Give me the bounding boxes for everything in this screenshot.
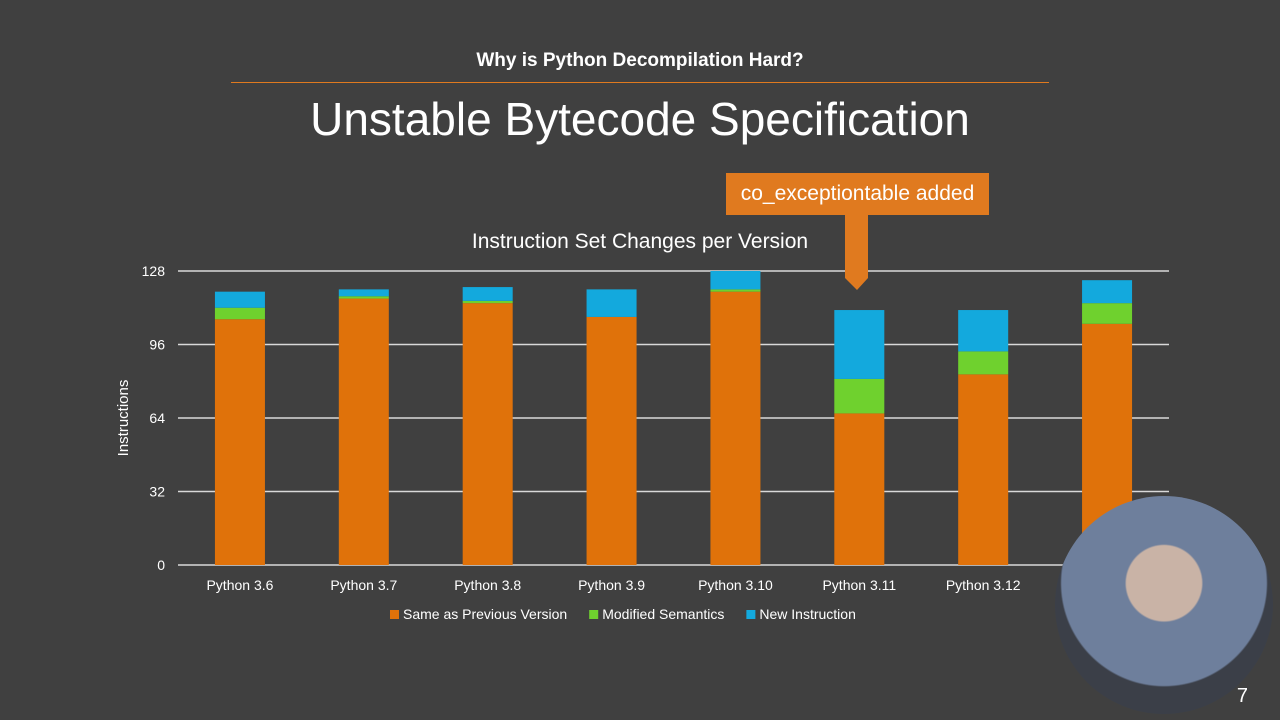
- callout-box: co_exceptiontable added: [726, 173, 989, 215]
- bar-segment: [1082, 280, 1133, 304]
- bar-segment: [834, 413, 885, 565]
- legend-label: Modified Semantics: [602, 606, 724, 622]
- bar-segment: [338, 296, 389, 299]
- bar-segment: [214, 319, 265, 565]
- bar-segment: [214, 291, 265, 308]
- legend-swatch: [746, 610, 756, 619]
- bar-segment: [834, 378, 885, 414]
- y-tick-label: 0: [157, 557, 165, 573]
- bar-segment: [710, 289, 761, 292]
- presenter-webcam: [1055, 496, 1273, 714]
- x-tick-label: Python 3.7: [330, 577, 397, 593]
- divider: [231, 82, 1049, 83]
- x-tick-label: Python 3.9: [578, 577, 645, 593]
- bar-segment: [338, 289, 389, 297]
- bar-segment: [710, 291, 761, 565]
- bar-segment: [462, 287, 513, 301]
- bar-segment: [958, 374, 1009, 565]
- bar-segment: [338, 298, 389, 565]
- y-tick-label: 96: [149, 337, 165, 353]
- bar-segment: [1082, 303, 1133, 324]
- x-tick-label: Python 3.12: [946, 577, 1021, 593]
- bar-segment: [586, 289, 637, 317]
- slide-kicker: Why is Python Decompilation Hard?: [476, 50, 804, 71]
- y-tick-label: 32: [149, 484, 165, 500]
- slide-title: Unstable Bytecode Specification: [310, 93, 970, 145]
- y-axis-label: Instructions: [115, 380, 132, 457]
- bar-segment: [710, 271, 761, 290]
- legend-swatch: [589, 610, 599, 619]
- x-tick-label: Python 3.11: [822, 577, 896, 593]
- bar-segment: [958, 310, 1009, 352]
- legend-swatch: [390, 610, 399, 619]
- bar-segment: [462, 303, 513, 565]
- x-tick-label: Python 3.10: [698, 577, 773, 593]
- bar-segment: [586, 316, 637, 565]
- x-tick-label: Python 3.8: [454, 577, 521, 593]
- callout-arrow-shape: [845, 214, 868, 290]
- y-tick-label: 128: [142, 263, 166, 279]
- y-tick-label: 64: [149, 410, 165, 426]
- bar-segment: [958, 351, 1009, 375]
- chart-title: Instruction Set Changes per Version: [472, 230, 808, 253]
- legend-label: Same as Previous Version: [403, 606, 567, 622]
- bar-segment: [462, 300, 513, 304]
- legend-label: New Instruction: [759, 606, 855, 622]
- bar-segment: [834, 310, 885, 379]
- bar-segment: [214, 307, 265, 320]
- page-number: 7: [1236, 685, 1248, 707]
- x-tick-label: Python 3.6: [206, 577, 273, 593]
